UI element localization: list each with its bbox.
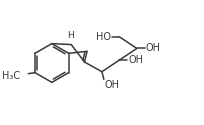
Text: H₃C: H₃C — [2, 71, 20, 81]
Text: OH: OH — [104, 80, 119, 90]
Text: H: H — [67, 31, 73, 40]
Text: HO: HO — [95, 32, 110, 42]
Text: OH: OH — [145, 44, 160, 54]
Text: OH: OH — [128, 55, 142, 65]
